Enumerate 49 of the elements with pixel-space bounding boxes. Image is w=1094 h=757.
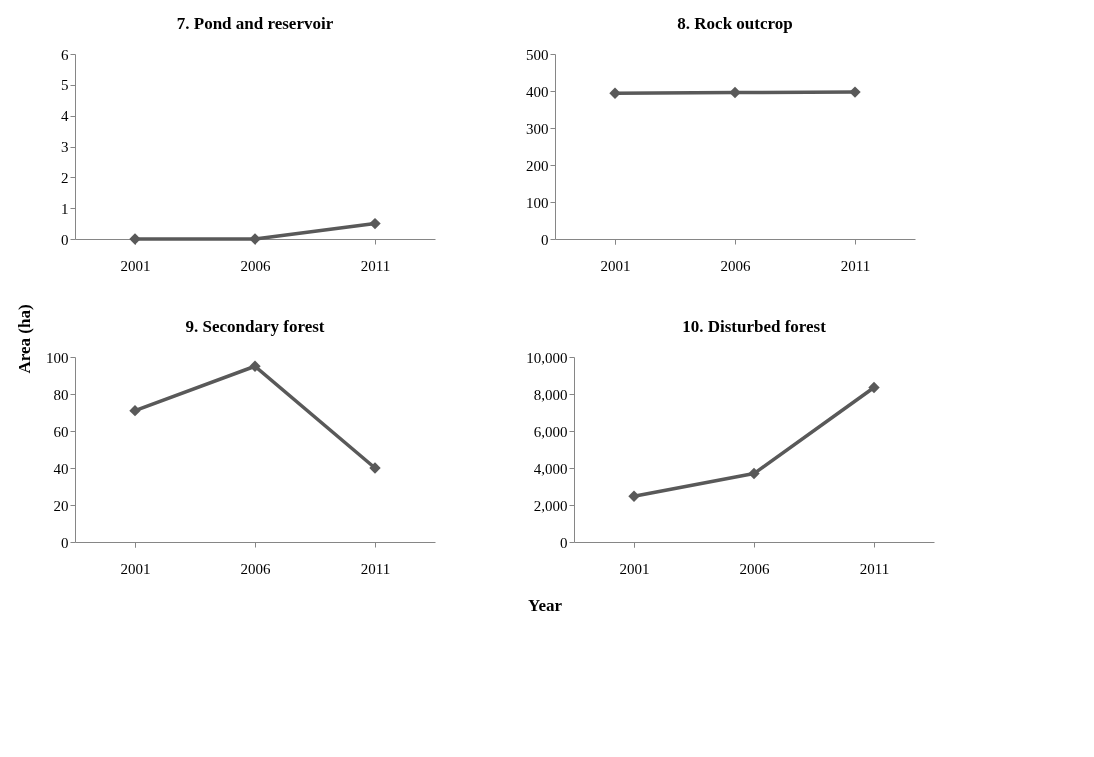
x-tick-label: 2006: [240, 560, 271, 577]
y-tick-label: 100: [526, 194, 549, 211]
y-tick-label: 400: [526, 83, 549, 100]
y-tick-label: 4,000: [533, 460, 568, 477]
x-tick-label: 2011: [859, 560, 890, 577]
y-tick-label: 6: [61, 46, 69, 63]
point: [249, 360, 261, 372]
chart-title: 10. Disturbed forest: [682, 317, 827, 336]
y-tick-label: 0: [541, 231, 549, 248]
point: [868, 381, 880, 394]
y-tick-label: 2,000: [533, 497, 568, 514]
x-tick-label: 2006: [240, 257, 271, 274]
y-tick-label: 80: [53, 386, 69, 403]
y-tick-label: 300: [526, 120, 549, 137]
x-tick-label: 2001: [120, 257, 151, 274]
point: [369, 462, 381, 474]
point: [129, 404, 141, 417]
y-tick-label: 2: [61, 169, 69, 186]
y-tick-label: 6,000: [533, 423, 568, 440]
x-tick-label: 2006: [739, 560, 770, 577]
x-axis-title: Year: [528, 596, 563, 615]
x-tick-label: 2001: [600, 257, 631, 274]
chart-title: 7. Pond and reservoir: [176, 14, 334, 33]
y-tick-label: 20: [53, 497, 69, 514]
y-tick-label: 60: [53, 423, 69, 440]
y-tick-label: 3: [61, 139, 69, 155]
x-tick-label: 2011: [360, 257, 391, 274]
point: [748, 467, 760, 480]
y-tick-label: 4: [61, 108, 69, 125]
y-tick-label: 200: [526, 157, 549, 174]
chart-title: 9. Secondary forest: [185, 317, 325, 336]
chart-title: 8. Rock outcrop: [677, 14, 793, 33]
y-tick-label: 5: [61, 77, 69, 94]
x-tick-label: 2006: [720, 257, 751, 274]
y-tick-label: 0: [61, 534, 69, 551]
y-tick-label: 0: [61, 231, 69, 248]
y-tick-label: 0: [560, 534, 568, 551]
x-tick-label: 2001: [619, 560, 650, 577]
y-tick-label: 1: [61, 200, 69, 217]
y-axis-title: Area (ha): [15, 304, 34, 374]
y-tick-label: 500: [526, 46, 549, 63]
y-tick-label: 10,000: [526, 349, 568, 366]
point: [628, 490, 640, 503]
x-tick-label: 2011: [840, 257, 871, 274]
y-tick-label: 40: [53, 460, 69, 477]
x-tick-label: 2001: [120, 560, 151, 577]
x-tick-label: 2011: [360, 560, 391, 577]
y-tick-label: 8,000: [533, 386, 568, 403]
y-tick-label: 100: [46, 349, 69, 366]
